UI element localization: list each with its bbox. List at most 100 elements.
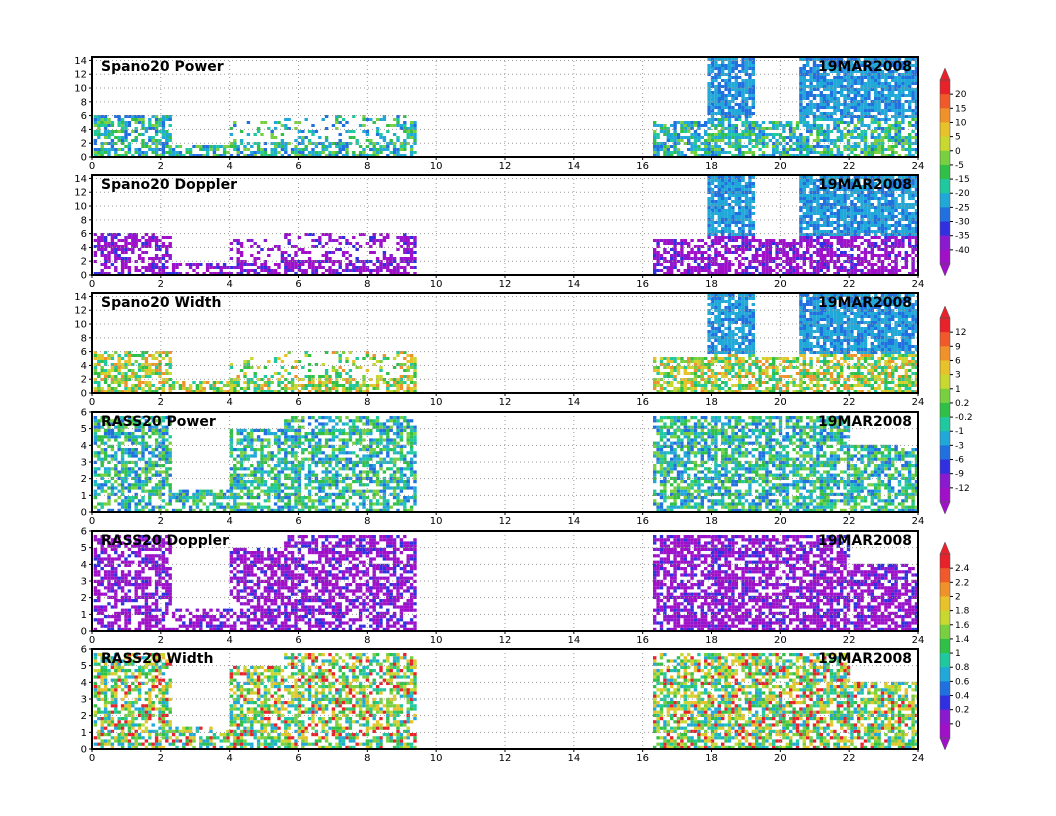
heatmap-cell (744, 97, 749, 100)
heatmap-cell (724, 64, 728, 67)
heatmap-cell (894, 151, 898, 154)
heatmap-cell (843, 215, 847, 218)
heatmap-cell (751, 103, 755, 106)
heatmap-cell (874, 254, 878, 257)
heatmap-cell (392, 118, 397, 121)
x-tick-label: 22 (843, 161, 856, 172)
heatmap-cell (267, 381, 271, 384)
heatmap-cell (700, 254, 704, 257)
heatmap-cell (901, 145, 905, 148)
heatmap-cell (724, 269, 728, 272)
heatmap-cell (124, 251, 128, 254)
heatmap-cell (809, 151, 813, 154)
heatmap-cell (877, 106, 881, 109)
heatmap-cell (717, 85, 721, 88)
heatmap-cell (748, 136, 752, 139)
heatmap-cell (914, 215, 919, 218)
heatmap-cell (97, 148, 101, 151)
heatmap-cell (819, 133, 823, 136)
heatmap-cell (748, 106, 752, 109)
heatmap-cell (877, 215, 881, 218)
heatmap-cell (148, 354, 152, 357)
heatmap-cell (880, 142, 885, 145)
heatmap-cell (693, 154, 698, 157)
heatmap-cell (399, 257, 404, 260)
heatmap-cell (151, 233, 155, 236)
heatmap-cell (127, 390, 132, 393)
heatmap-cell (700, 366, 704, 369)
heatmap-cell (721, 212, 725, 215)
heatmap-cell (914, 76, 919, 79)
heatmap-cell (124, 236, 128, 239)
heatmap-cell (127, 233, 132, 236)
heatmap-cell (731, 179, 735, 182)
heatmap-cell (188, 154, 193, 157)
heatmap-cell (846, 106, 851, 109)
heatmap-cell (880, 97, 885, 100)
heatmap-cell (107, 372, 111, 375)
heatmap-cell (727, 61, 732, 64)
heatmap-cell (863, 182, 868, 185)
heatmap-cell (816, 127, 820, 130)
heatmap-cell (161, 245, 166, 248)
heatmap-cell (389, 254, 393, 257)
heatmap-cell (816, 79, 820, 82)
heatmap-cell (870, 230, 874, 233)
heatmap-cell (704, 366, 708, 369)
heatmap-cell (887, 227, 891, 230)
heatmap-cell (714, 209, 718, 212)
heatmap-cell (874, 272, 878, 275)
heatmap-cell (802, 79, 806, 82)
heatmap-cell (256, 378, 261, 381)
heatmap-cell (335, 384, 339, 387)
heatmap-cell (833, 251, 837, 254)
heatmap-cell (284, 354, 288, 357)
heatmap-cell (734, 64, 738, 67)
heatmap-cell (656, 254, 660, 257)
heatmap-cell (853, 82, 857, 85)
heatmap-cell (914, 88, 919, 91)
heatmap-cell (901, 85, 905, 88)
heatmap-cell (727, 236, 732, 239)
heatmap-cell (877, 269, 881, 272)
heatmap-cell (707, 221, 711, 224)
heatmap-cell (874, 115, 878, 118)
heatmap-cell (904, 176, 908, 179)
heatmap-cell (110, 366, 115, 369)
heatmap-cell (904, 230, 908, 233)
heatmap-cell (687, 127, 691, 130)
heatmap-cell (700, 251, 704, 254)
heatmap-cell (409, 375, 414, 378)
heatmap-cell (741, 94, 745, 97)
heatmap-cell (874, 230, 878, 233)
heatmap-cell (799, 85, 803, 88)
heatmap-cell (365, 354, 370, 357)
heatmap-cell (819, 118, 823, 121)
heatmap-cell (341, 124, 346, 127)
heatmap-cell (297, 384, 302, 387)
heatmap-cell (297, 378, 302, 381)
heatmap-cell (236, 378, 240, 381)
heatmap-cell (850, 64, 854, 67)
heatmap-cell (850, 151, 854, 154)
heatmap-cell (209, 263, 213, 266)
heatmap-cell (666, 375, 670, 378)
heatmap-cell (141, 242, 145, 245)
heatmap-cell (409, 136, 414, 139)
heatmap-cell (141, 354, 145, 357)
heatmap-cell (273, 372, 278, 375)
heatmap-cell (823, 148, 827, 151)
heatmap-cell (836, 236, 840, 239)
heatmap-cell (144, 266, 149, 269)
heatmap-cell (829, 142, 834, 145)
heatmap-cell (137, 369, 142, 372)
heatmap-cell (744, 257, 749, 260)
heatmap-cell (103, 378, 108, 381)
heatmap-cell (772, 133, 776, 136)
heatmap-cell (857, 191, 861, 194)
heatmap-cell (826, 106, 830, 109)
heatmap-cell (369, 357, 373, 360)
heatmap-cell (399, 154, 404, 157)
heatmap-cell (897, 88, 902, 91)
heatmap-cell (714, 179, 718, 182)
